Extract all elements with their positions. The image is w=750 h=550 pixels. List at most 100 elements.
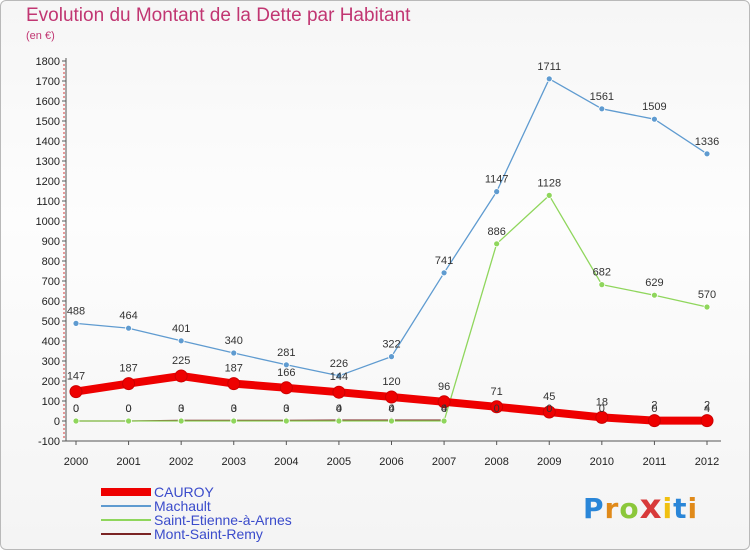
data-label: 629 — [645, 277, 663, 289]
data-label: 2 — [704, 400, 710, 412]
data-label: 322 — [382, 339, 400, 351]
x-tick-label: 2009 — [537, 456, 561, 468]
data-point — [598, 105, 606, 113]
data-label-mont-saint-remy: 4 — [388, 403, 394, 415]
data-label-mont-saint-remy: 3 — [178, 403, 184, 415]
data-point — [651, 291, 658, 299]
data-label-mont-saint-remy: 0 — [599, 403, 605, 415]
data-point — [335, 417, 343, 425]
data-label: 1147 — [485, 174, 509, 186]
y-tick-label: 1800 — [36, 56, 60, 68]
data-point — [332, 385, 346, 399]
y-tick-label: 500 — [42, 316, 60, 328]
data-label: 1128 — [537, 177, 561, 189]
data-point — [125, 324, 132, 332]
data-label-saint-etienne: 0 — [126, 403, 132, 415]
data-label-mont-saint-remy: 3 — [283, 403, 289, 415]
y-tick-label: 800 — [42, 256, 60, 268]
data-point — [72, 319, 80, 327]
data-label-saint-etienne: 0 — [388, 403, 394, 415]
legend-label: CAUROY — [154, 484, 214, 500]
data-label-mont-saint-remy: 0 — [73, 403, 79, 415]
data-point — [227, 377, 241, 391]
data-point — [493, 240, 501, 248]
data-point — [545, 75, 553, 83]
data-label-saint-etienne: 0 — [231, 403, 237, 415]
data-label: 225 — [172, 355, 190, 367]
data-label: 18 — [596, 396, 608, 408]
data-label: 1509 — [642, 101, 666, 113]
data-label-mont-saint-remy: 3 — [231, 403, 237, 415]
y-tick-label: 1400 — [36, 136, 60, 148]
data-label: 71 — [491, 386, 503, 398]
data-label: 187 — [119, 363, 137, 375]
data-point — [230, 349, 238, 357]
data-point — [177, 337, 185, 345]
data-label: 682 — [593, 267, 611, 279]
data-point — [440, 417, 448, 425]
data-label-mont-saint-remy: 4 — [704, 403, 710, 415]
data-point — [282, 361, 290, 369]
x-tick-label: 2002 — [169, 456, 193, 468]
data-point — [174, 369, 188, 383]
data-label-mont-saint-remy: 0 — [494, 403, 500, 415]
y-tick-label: 1300 — [36, 156, 60, 168]
data-point — [703, 303, 711, 311]
data-point — [440, 269, 448, 277]
data-point — [279, 381, 293, 395]
y-tick-label: 1100 — [36, 196, 60, 208]
data-label-mont-saint-remy: 0 — [651, 403, 657, 415]
y-tick-label: 1600 — [36, 96, 60, 108]
data-point — [385, 390, 398, 404]
x-tick-label: 2000 — [64, 456, 88, 468]
data-point — [388, 353, 395, 361]
data-label-saint-etienne: 0 — [441, 403, 447, 415]
x-tick-label: 2006 — [379, 456, 403, 468]
y-tick-label: 1200 — [36, 176, 60, 188]
data-label-mont-saint-remy: 0 — [546, 403, 552, 415]
y-tick-label: 200 — [42, 376, 60, 388]
y-tick-label: 900 — [42, 236, 60, 248]
data-point — [647, 414, 661, 428]
chart-title: Evolution du Montant de la Dette par Hab… — [26, 5, 411, 26]
data-label: 187 — [225, 363, 243, 375]
data-point — [703, 150, 711, 158]
legend-swatch — [101, 505, 151, 507]
data-label: 226 — [330, 358, 348, 370]
data-point — [598, 281, 606, 289]
y-tick-label: 1000 — [36, 216, 60, 228]
legend-label: Saint-Etienne-à-Arnes — [154, 512, 292, 528]
x-tick-label: 2010 — [590, 456, 614, 468]
data-label-mont-saint-remy: 4 — [441, 403, 447, 415]
x-tick-label: 2011 — [643, 456, 667, 468]
data-label-mont-saint-remy: 4 — [336, 403, 342, 415]
x-tick-label: 2007 — [432, 456, 456, 468]
data-point — [542, 405, 556, 419]
data-point — [651, 115, 658, 123]
data-label: 96 — [438, 381, 450, 393]
data-point — [493, 188, 501, 196]
data-point — [122, 377, 136, 391]
series-line-machault — [75, 78, 708, 377]
x-tick-label: 2004 — [274, 456, 298, 468]
y-tick-label: 1700 — [36, 76, 60, 88]
legend-swatch — [101, 519, 151, 521]
y-tick-label: 400 — [42, 336, 60, 348]
y-tick-label: 1500 — [36, 116, 60, 128]
data-label: 144 — [330, 371, 348, 383]
data-label: 1711 — [537, 61, 561, 73]
data-label-saint-etienne: 0 — [178, 403, 184, 415]
data-label: 281 — [277, 347, 295, 359]
legend-swatch — [101, 533, 151, 535]
data-point — [490, 400, 504, 414]
legend-label: Mont-Saint-Remy — [154, 526, 263, 542]
data-label: 45 — [543, 391, 555, 403]
data-label-mont-saint-remy: 0 — [126, 403, 132, 415]
data-point — [69, 385, 83, 399]
data-label: 1561 — [590, 91, 614, 103]
data-label: 2 — [651, 400, 657, 412]
data-label: 166 — [277, 367, 295, 379]
y-tick-label: -100 — [38, 436, 60, 448]
